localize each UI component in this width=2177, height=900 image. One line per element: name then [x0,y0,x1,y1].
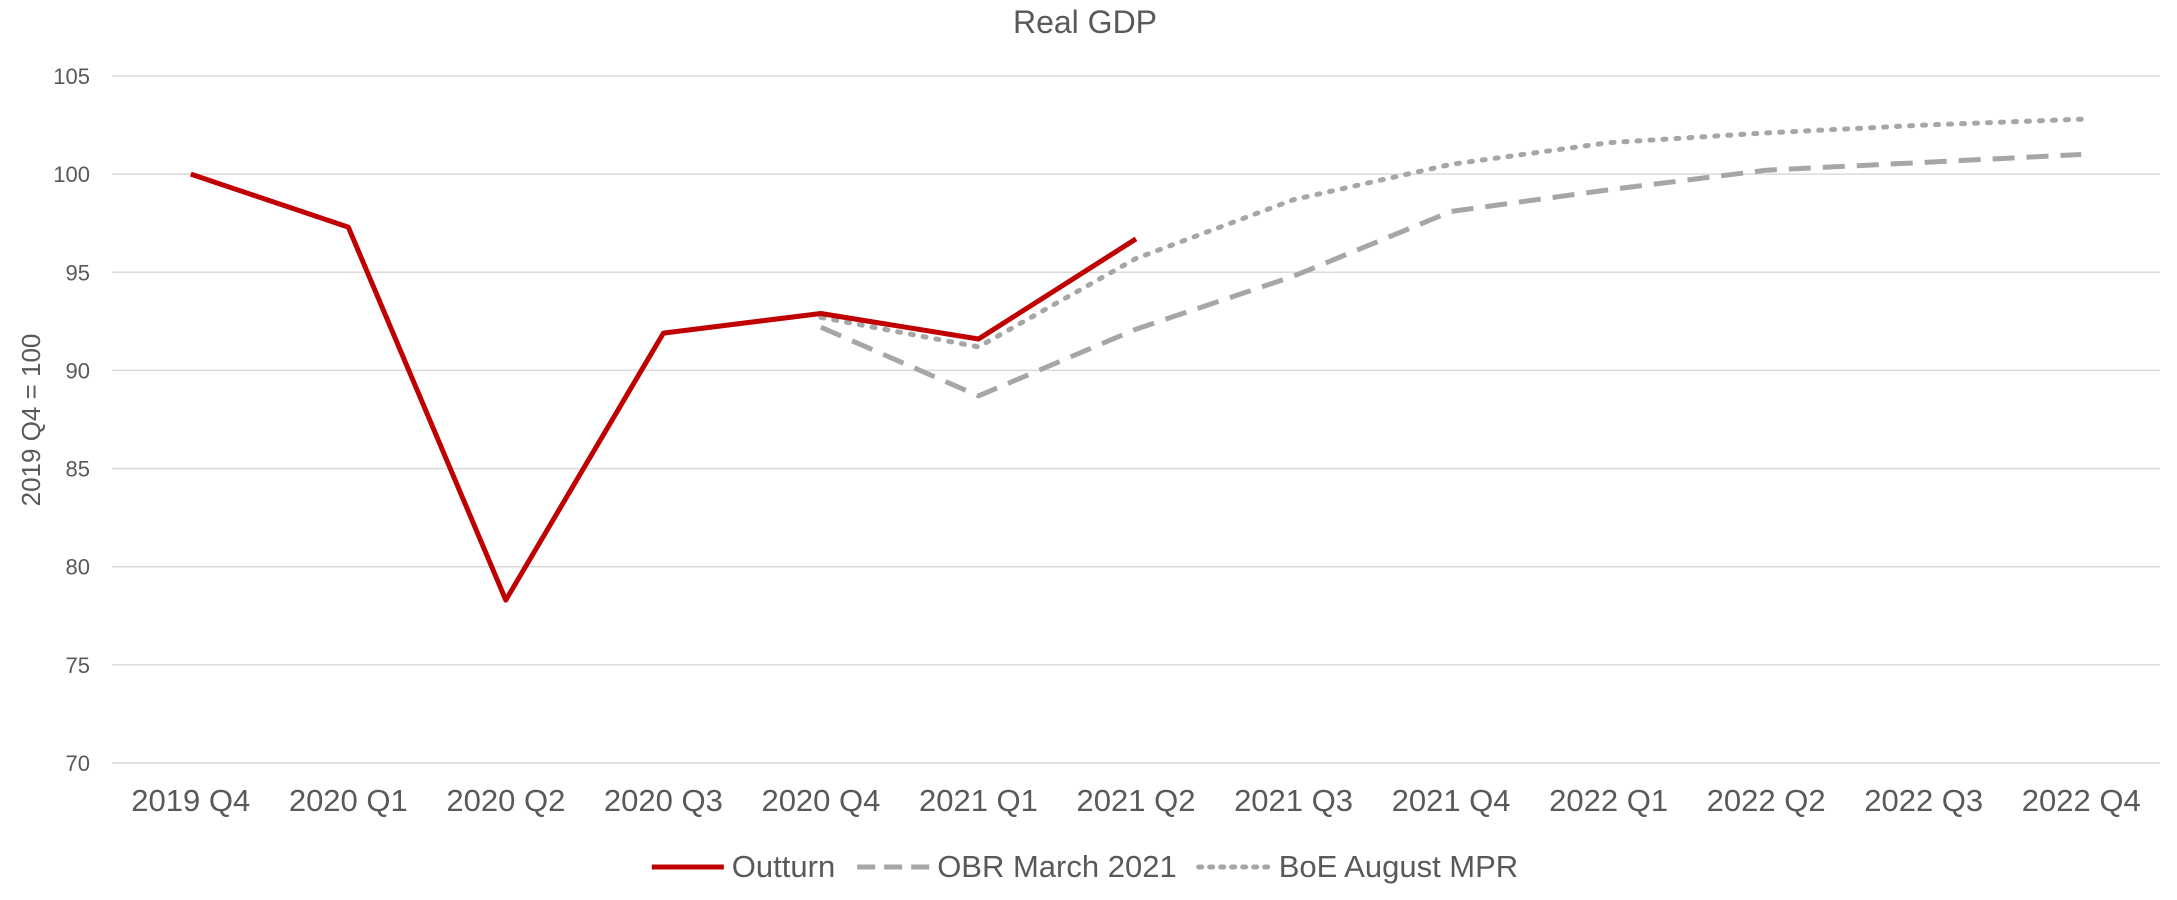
x-tick-label: 2021 Q1 [919,783,1038,818]
gridlines [112,75,2160,764]
legend-label: Outturn [732,849,835,884]
x-tick-label: 2020 Q3 [604,783,723,818]
x-axis-ticks: 2019 Q4 2020 Q1 2020 Q2 2020 Q3 2020 Q4 2021 … [131,783,2140,818]
x-tick-label: 2021 Q4 [1392,783,1511,818]
x-tick-label: 2020 Q2 [446,783,565,818]
chart-title: Real GDP [1013,4,1157,40]
x-tick-label: 2022 Q4 [2022,783,2141,818]
x-tick-label: 2022 Q1 [1549,783,1668,818]
y-axis-label: 2019 Q4 = 100 [16,334,46,507]
x-tick-label: 2020 Q1 [289,783,408,818]
series-lines [190,116,2084,603]
legend-label: OBR March 2021 [937,849,1177,884]
x-tick-label: 2021 Q2 [1077,783,1196,818]
x-tick-label: 2022 Q3 [1864,783,1983,818]
y-tick-label: 85 [66,457,90,482]
x-tick-label: 2019 Q4 [131,783,250,818]
x-tick-label: 2022 Q2 [1707,783,1826,818]
y-tick-label: 70 [66,751,90,776]
y-tick-label: 90 [66,358,90,383]
y-tick-label: 100 [53,162,90,187]
y-tick-label: 95 [66,260,90,285]
x-tick-label: 2021 Q3 [1234,783,1353,818]
y-tick-label: 80 [66,555,90,580]
y-tick-label: 105 [53,64,90,89]
y-axis-ticks: 70 75 80 85 90 95 100 105 [53,64,90,776]
legend: Outturn OBR March 2021 BoE August MPR [651,849,1519,884]
series-line-boe-august-mpr [818,116,2084,350]
series-line-obr-march-2021 [819,152,2082,399]
x-tick-label: 2020 Q4 [761,783,880,818]
series-line-outturn [190,171,1138,603]
y-tick-label: 75 [66,653,90,678]
legend-label: BoE August MPR [1279,849,1519,884]
